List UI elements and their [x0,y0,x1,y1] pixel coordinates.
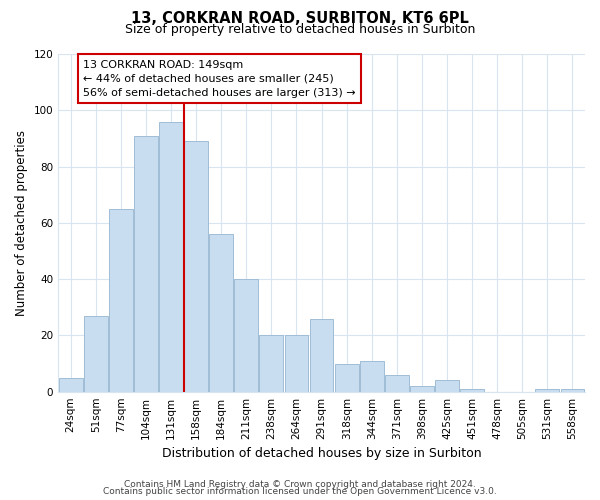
Bar [84,316,108,392]
Bar [59,378,83,392]
Text: Size of property relative to detached houses in Surbiton: Size of property relative to detached ho… [125,22,475,36]
Bar [209,234,233,392]
Text: Contains HM Land Registry data © Crown copyright and database right 2024.: Contains HM Land Registry data © Crown c… [124,480,476,489]
Bar [184,141,208,392]
Bar [159,122,183,392]
Text: 13 CORKRAN ROAD: 149sqm
← 44% of detached houses are smaller (245)
56% of semi-d: 13 CORKRAN ROAD: 149sqm ← 44% of detache… [83,60,356,98]
Bar [310,318,334,392]
Bar [410,386,434,392]
Bar [435,380,459,392]
Bar [385,375,409,392]
Y-axis label: Number of detached properties: Number of detached properties [15,130,28,316]
Bar [235,279,258,392]
Bar [259,336,283,392]
Bar [284,336,308,392]
X-axis label: Distribution of detached houses by size in Surbiton: Distribution of detached houses by size … [162,447,481,460]
Text: Contains public sector information licensed under the Open Government Licence v3: Contains public sector information licen… [103,487,497,496]
Bar [360,360,383,392]
Text: 13, CORKRAN ROAD, SURBITON, KT6 6PL: 13, CORKRAN ROAD, SURBITON, KT6 6PL [131,11,469,26]
Bar [335,364,359,392]
Bar [535,389,559,392]
Bar [460,389,484,392]
Bar [560,389,584,392]
Bar [109,209,133,392]
Bar [134,136,158,392]
